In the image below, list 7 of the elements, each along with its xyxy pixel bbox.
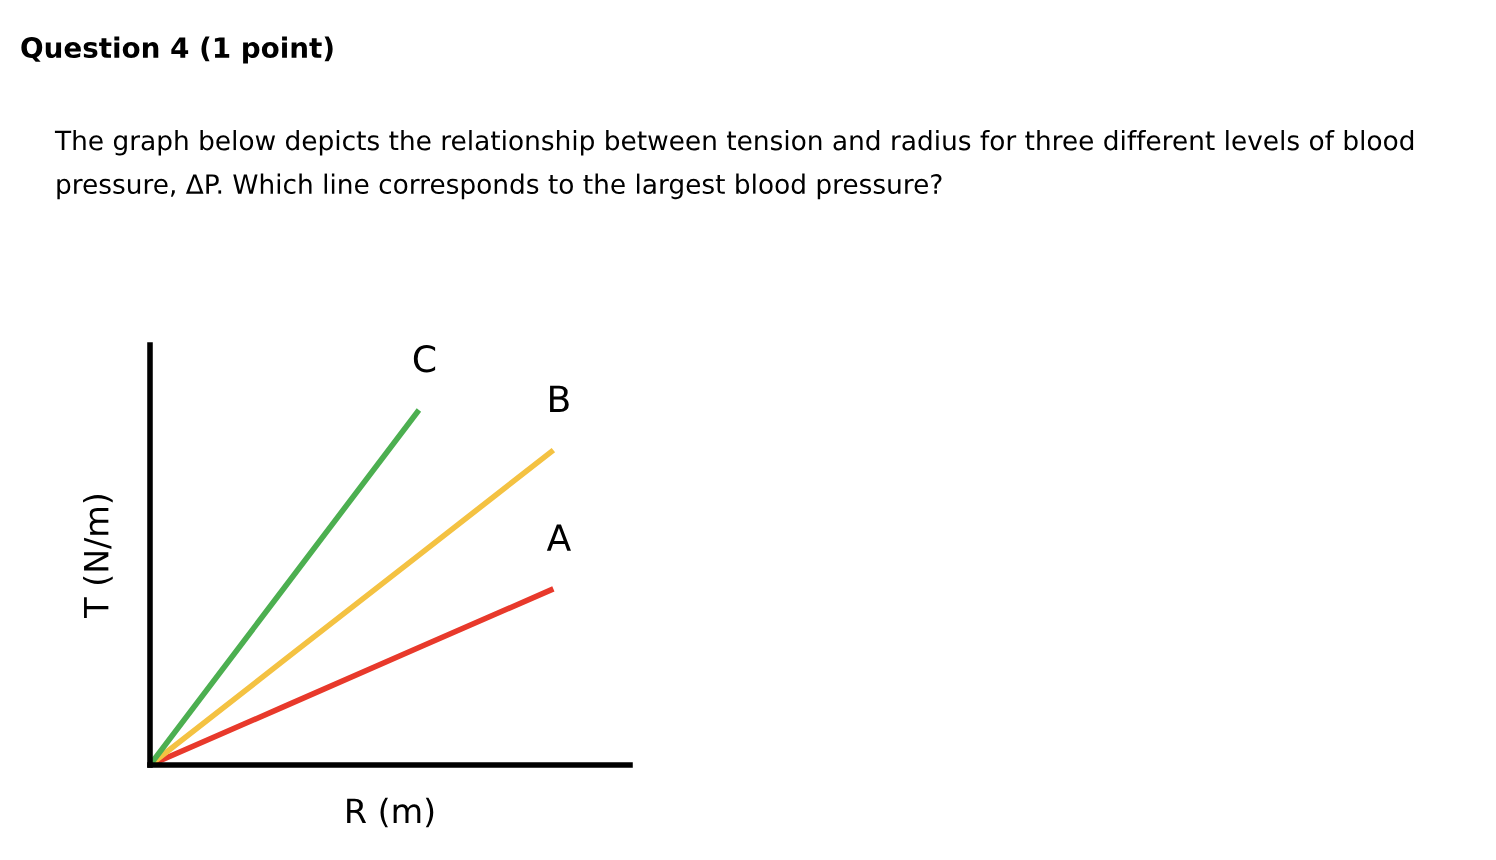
text: The graph below depicts the relationship between tension and radius for three different levels of blood pressure, ΔP. Which line corresponds to the largest blood pressure? xyxy=(54,130,1414,200)
series-label: C xyxy=(413,345,436,373)
y-axis-title: T (N/m) xyxy=(83,495,113,618)
chart-title: Question 4 (1 point) xyxy=(21,36,333,64)
x-axis-title: R (m) xyxy=(347,797,434,828)
series-label: B xyxy=(550,385,569,413)
series-label: A xyxy=(546,524,571,551)
